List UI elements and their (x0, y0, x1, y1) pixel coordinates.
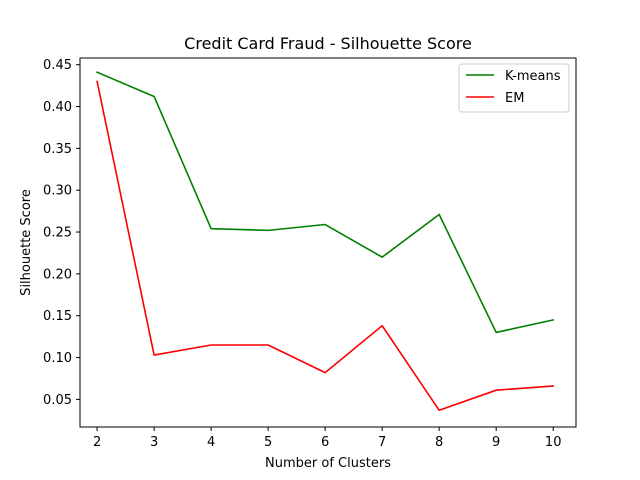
plot-frame (79, 57, 577, 428)
y-tick-label: 0.20 (43, 267, 72, 282)
legend-label-em: EM (505, 91, 524, 106)
y-tick-label: 0.45 (43, 58, 72, 73)
y-tick-label: 0.30 (43, 184, 72, 199)
x-tick-label: 6 (321, 435, 329, 450)
y-tick-label: 0.40 (43, 100, 72, 115)
y-axis-ticks: 0.05 0.10 0.15 0.20 0.25 0.30 0.35 0.40 0.45 (43, 58, 80, 408)
y-tick-label: 0.05 (43, 393, 72, 408)
x-tick-label: 3 (150, 435, 158, 450)
series-line-kmeans (96, 71, 555, 334)
x-axis-label: Number of Clusters (265, 456, 391, 471)
y-tick-label: 0.35 (43, 142, 72, 157)
legend-label-kmeans: K-means (505, 69, 561, 84)
x-tick-label: 7 (378, 435, 386, 450)
x-tick-label: 10 (545, 435, 562, 450)
x-tick-label: 5 (264, 435, 272, 450)
legend-box (458, 63, 570, 113)
legend: K-means EM (458, 63, 570, 113)
series-lines (96, 71, 555, 412)
y-tick-label: 0.15 (43, 309, 72, 324)
y-tick-label: 0.25 (43, 226, 72, 241)
x-axis-ticks: 2 3 4 5 6 7 8 9 10 (93, 427, 562, 450)
y-tick-label: 0.10 (43, 351, 72, 366)
y-axis-label: Silhouette Score (19, 189, 34, 296)
series-line-em (96, 80, 555, 412)
x-tick-label: 9 (492, 435, 500, 450)
chart-title: Credit Card Fraud - Silhouette Score (184, 34, 472, 53)
x-tick-label: 2 (93, 435, 101, 450)
x-tick-label: 8 (435, 435, 443, 450)
x-tick-label: 4 (207, 435, 215, 450)
